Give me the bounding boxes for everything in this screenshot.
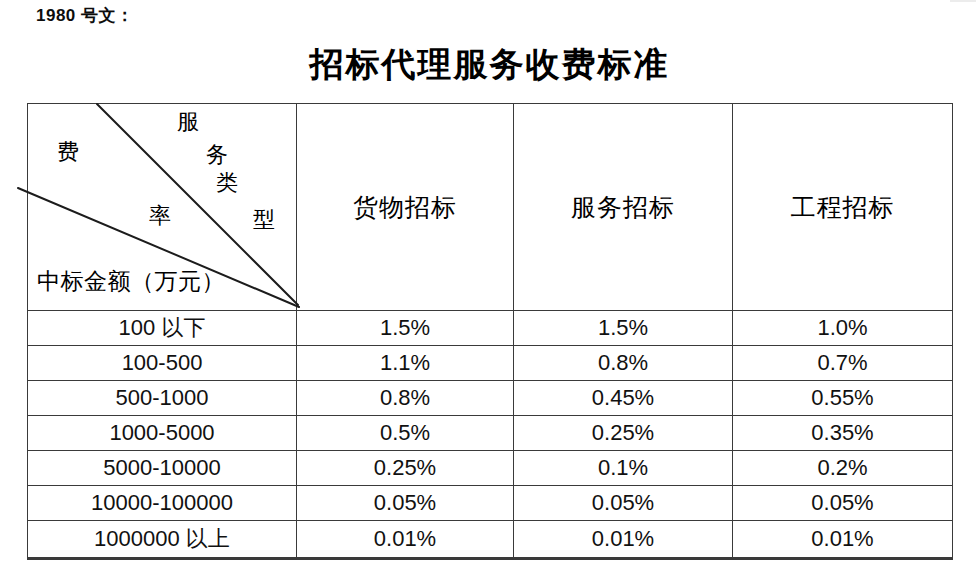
rate-cell: 0.5% (297, 416, 514, 451)
rate-cell: 0.25% (297, 451, 514, 486)
table-row: 5000-10000 0.25% 0.1% 0.2% (28, 451, 953, 486)
rate-cell: 0.2% (733, 451, 953, 486)
rate-cell: 0.55% (733, 381, 953, 416)
fee-table-container: 货物招标 服务招标 工程招标 100 以下 1.5% 1.5% 1.0% 100… (27, 103, 952, 560)
rate-cell: 0.35% (733, 416, 953, 451)
rate-cell: 0.7% (733, 346, 953, 381)
rate-cell: 0.1% (514, 451, 733, 486)
doc-number-label: 1980 号文： (36, 4, 134, 27)
rate-cell: 0.25% (514, 416, 733, 451)
table-header-row: 货物招标 服务招标 工程招标 (28, 104, 953, 311)
amount-range-cell: 100-500 (28, 346, 297, 381)
rate-cell: 0.05% (733, 486, 953, 521)
scan-artifact-strip (950, 0, 976, 2)
amount-range-cell: 100 以下 (28, 311, 297, 346)
corner-header-cell (28, 104, 297, 311)
rate-cell: 1.5% (297, 311, 514, 346)
rate-cell: 0.05% (514, 486, 733, 521)
rate-cell: 0.01% (297, 521, 514, 559)
table-row: 1000000 以上 0.01% 0.01% 0.01% (28, 521, 953, 559)
rate-cell: 0.05% (297, 486, 514, 521)
document-page: 1980 号文： 招标代理服务收费标准 货物招标 服务招标 工程招标 100 以… (0, 0, 976, 581)
table-row: 500-1000 0.8% 0.45% 0.55% (28, 381, 953, 416)
rate-cell: 0.8% (297, 381, 514, 416)
fee-table: 货物招标 服务招标 工程招标 100 以下 1.5% 1.5% 1.0% 100… (27, 103, 953, 560)
rate-cell: 0.45% (514, 381, 733, 416)
table-row: 100 以下 1.5% 1.5% 1.0% (28, 311, 953, 346)
amount-range-cell: 1000000 以上 (28, 521, 297, 559)
table-row: 100-500 1.1% 0.8% 0.7% (28, 346, 953, 381)
table-row: 10000-100000 0.05% 0.05% 0.05% (28, 486, 953, 521)
amount-range-cell: 10000-100000 (28, 486, 297, 521)
col-header-works-bidding: 工程招标 (733, 104, 953, 311)
rate-cell: 0.01% (514, 521, 733, 559)
page-title: 招标代理服务收费标准 (27, 42, 952, 88)
table-row: 1000-5000 0.5% 0.25% 0.35% (28, 416, 953, 451)
rate-cell: 1.5% (514, 311, 733, 346)
col-header-goods-bidding: 货物招标 (297, 104, 514, 311)
amount-range-cell: 1000-5000 (28, 416, 297, 451)
rate-cell: 1.1% (297, 346, 514, 381)
rate-cell: 0.01% (733, 521, 953, 559)
rate-cell: 0.8% (514, 346, 733, 381)
rate-cell: 1.0% (733, 311, 953, 346)
amount-range-cell: 500-1000 (28, 381, 297, 416)
amount-range-cell: 5000-10000 (28, 451, 297, 486)
col-header-service-bidding: 服务招标 (514, 104, 733, 311)
